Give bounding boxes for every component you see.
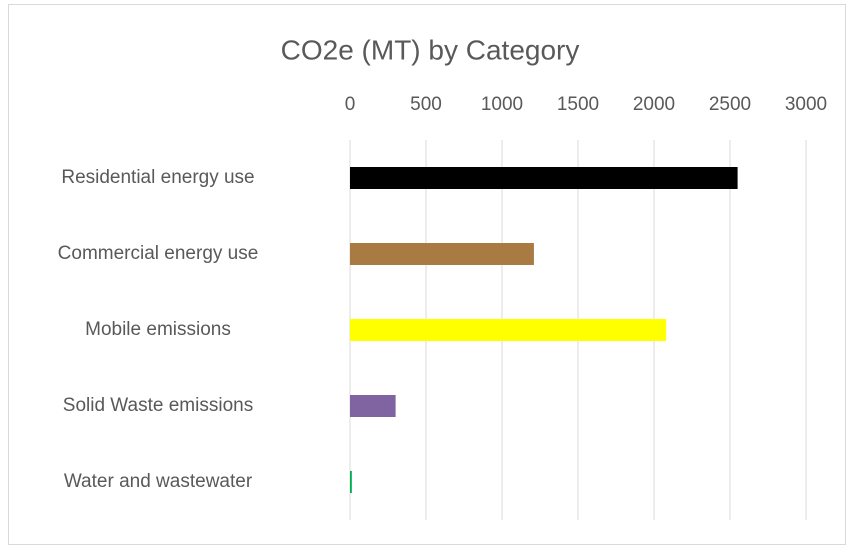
bar: [350, 243, 534, 265]
y-tick-label: Solid Waste emissions: [63, 395, 253, 416]
x-tick-label: 500: [410, 94, 442, 115]
chart-title: CO2e (MT) by Category: [281, 34, 580, 65]
bar: [350, 167, 738, 189]
x-tick-label: 1000: [481, 94, 523, 115]
x-tick-label: 3000: [785, 94, 827, 115]
x-tick-label: 1500: [557, 94, 599, 115]
bar: [350, 471, 352, 493]
x-tick-label: 0: [345, 94, 356, 115]
y-tick-label: Mobile emissions: [85, 319, 231, 340]
bar: [350, 395, 396, 417]
y-tick-label: Residential energy use: [61, 167, 254, 188]
x-tick-label: 2000: [633, 94, 675, 115]
y-tick-label: Commercial energy use: [58, 243, 259, 264]
bar: [350, 319, 667, 341]
y-tick-label: Water and wastewater: [64, 471, 253, 492]
x-tick-label: 2500: [709, 94, 751, 115]
chart-frame: [8, 4, 846, 545]
